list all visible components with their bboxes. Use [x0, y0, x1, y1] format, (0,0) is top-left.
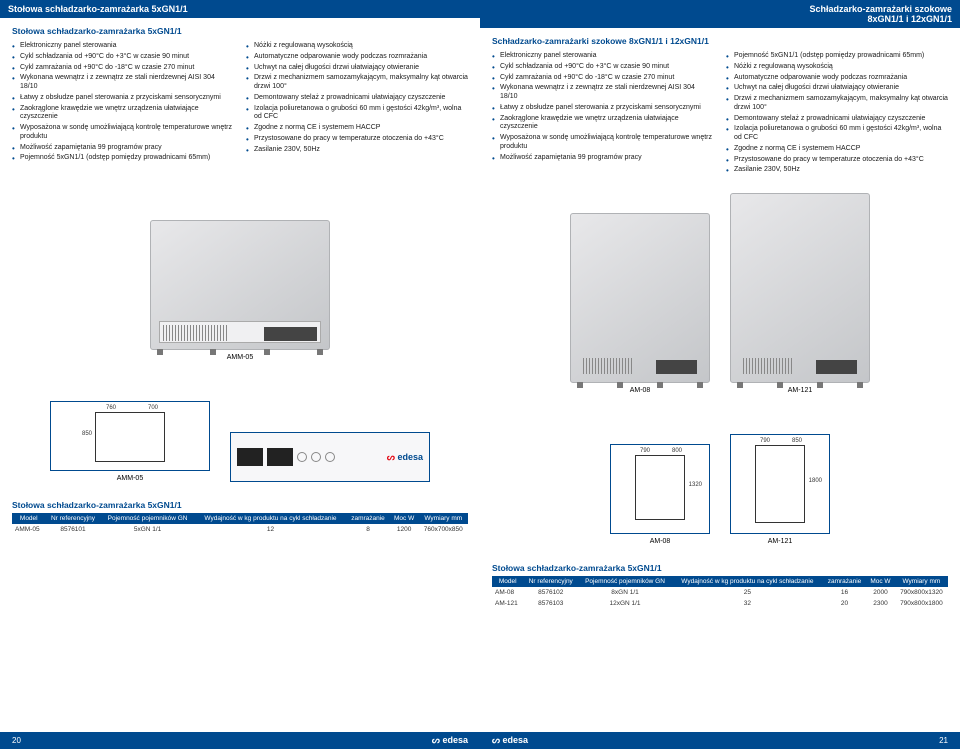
feature-item: Nóżki z regulowaną wysokością — [246, 42, 468, 51]
left-table-title: Stołowa schładzarko-zamrażarka 5xGN1/1 — [12, 500, 468, 510]
appliance-image-amm05 — [150, 220, 330, 350]
right-page: Schładzarko-zamrażarki szokowe 8xGN1/1 i… — [480, 0, 960, 749]
feature-item: Cykl schładzania od +90°C do +3°C w czas… — [492, 63, 714, 72]
left-page: Stołowa schładzarko-zamrażarka 5xGN1/1 S… — [0, 0, 480, 749]
feature-item: Nóżki z regulowaną wysokością — [726, 63, 948, 72]
feature-item: Zgodne z normą CE i systemem HACCP — [726, 145, 948, 154]
left-features-col2: Nóżki z regulowaną wysokością Automatyczn… — [246, 42, 468, 154]
right-header: Schładzarko-zamrażarki szokowe 8xGN1/1 i… — [480, 0, 960, 28]
left-diagram-row: 760 700 850 AMM-05 ᔕ edesa — [12, 401, 468, 482]
img-caption-am08: AM-08 — [570, 387, 710, 394]
feature-item: Zaokrąglone krawędzie we wnętrz urządzen… — [492, 115, 714, 133]
brand-logo: ᔕ edesa — [339, 452, 423, 463]
left-page-number: 20 — [12, 736, 21, 745]
right-page-number: 21 — [939, 736, 948, 745]
footer-logo-left: ᔕ edesa — [432, 735, 468, 746]
right-feature-columns: Elektroniczny panel sterowania Cykl schła… — [492, 52, 948, 177]
table-row: AM-0885761028xGN 1/125162000790x800x1320 — [492, 587, 948, 598]
diagram-caption-am08: AM-08 — [610, 538, 710, 545]
right-image-row: AM-08 AM-121 — [492, 193, 948, 394]
feature-item: Przystosowane do pracy w temperaturze ot… — [726, 156, 948, 165]
feature-item: Cykl zamrażania od +90°C do -18°C w czas… — [12, 64, 234, 73]
feature-item: Pojemność 5xGN1/1 (odstęp pomiędzy prowa… — [726, 52, 948, 61]
feature-item: Automatyczne odparowanie wody podczas ro… — [246, 53, 468, 62]
feature-item: Wyposażona w sondę umożliwiającą kontrol… — [492, 134, 714, 152]
feature-item: Automatyczne odparowanie wody podczas ro… — [726, 74, 948, 83]
diagram-am08: 790 800 1320 — [610, 444, 710, 534]
feature-item: Wykonana wewnątrz i z zewnątrz ze stali … — [12, 74, 234, 92]
feature-item: Możliwość zapamiętania 99 programów prac… — [12, 144, 234, 153]
feature-item: Elektroniczny panel sterowania — [12, 42, 234, 51]
left-features-col1: Elektroniczny panel sterowania Cykl schła… — [12, 42, 234, 163]
feature-item: Pojemność 5xGN1/1 (odstęp pomiędzy prowa… — [12, 154, 234, 163]
right-features-col1: Elektroniczny panel sterowania Cykl schła… — [492, 52, 714, 162]
right-footer: ᔕ edesa 21 — [480, 732, 960, 749]
feature-item: Cykl schładzania od +90°C do +3°C w czas… — [12, 53, 234, 62]
left-header-text: Stołowa schładzarko-zamrażarka 5xGN1/1 — [8, 4, 188, 14]
feature-item: Cykl zamrażania od +90°C do -18°C w czas… — [492, 74, 714, 83]
diagram-caption-am121: AM-121 — [730, 538, 830, 545]
right-header-line1: Schładzarko-zamrażarki szokowe — [809, 4, 952, 14]
feature-item: Demontowany stelaż z prowadnicami ułatwi… — [726, 115, 948, 124]
left-feature-columns: Elektroniczny panel sterowania Cykl schła… — [12, 42, 468, 165]
diagram-am121: 790 850 1800 — [730, 434, 830, 534]
feature-item: Izolacja poliuretanowa o grubości 60 mm … — [246, 105, 468, 123]
img-caption-am121: AM-121 — [730, 387, 870, 394]
appliance-image-am08 — [570, 213, 710, 383]
table-row: AM-121857610312xGN 1/132202300790x800x18… — [492, 598, 948, 609]
table-row: AMM-0585761015xGN 1/11281200760x700x850 — [12, 524, 468, 535]
feature-item: Elektroniczny panel sterowania — [492, 52, 714, 61]
feature-item: Przystosowane do pracy w temperaturze ot… — [246, 135, 468, 144]
control-panel-diagram: ᔕ edesa — [230, 432, 430, 482]
feature-item: Uchwyt na całej długości drzwi ułatwiają… — [726, 84, 948, 93]
right-table-title: Stołowa schładzarko-zamrażarka 5xGN1/1 — [492, 563, 948, 573]
feature-item: Wyposażona w sondę umożliwiającą kontrol… — [12, 124, 234, 142]
feature-item: Uchwyt na całej długości drzwi ułatwiają… — [246, 64, 468, 73]
appliance-image-am121 — [730, 193, 870, 383]
footer-logo-right: ᔕ edesa — [492, 735, 528, 746]
feature-item: Zasilanie 230V, 50Hz — [246, 146, 468, 155]
feature-item: Łatwy z obsłudze panel sterowania z przy… — [492, 104, 714, 113]
feature-item: Łatwy z obsłudze panel sterowania z przy… — [12, 94, 234, 103]
left-header: Stołowa schładzarko-zamrażarka 5xGN1/1 — [0, 0, 480, 18]
right-features-col2: Pojemność 5xGN1/1 (odstęp pomiędzy prowa… — [726, 52, 948, 175]
diagram-amm05-outline: 760 700 850 — [50, 401, 210, 471]
diagram-caption-amm05: AMM-05 — [50, 475, 210, 482]
right-section-title: Schładzarko-zamrażarki szokowe 8xGN1/1 i… — [492, 36, 948, 46]
left-data-table: ModelNr referencyjnyPojemność pojemników… — [12, 513, 468, 535]
left-footer: 20 ᔕ edesa — [0, 732, 480, 749]
left-image-row: AMM-05 — [12, 181, 468, 361]
feature-item: Możliwość zapamiętania 99 programów prac… — [492, 154, 714, 163]
feature-item: Demontowany stelaż z prowadnicami ułatwi… — [246, 94, 468, 103]
feature-item: Drzwi z mechanizmem samozamykającym, mak… — [726, 95, 948, 113]
right-data-table: ModelNr referencyjnyPojemność pojemników… — [492, 576, 948, 609]
feature-item: Zasilanie 230V, 50Hz — [726, 166, 948, 175]
feature-item: Zgodne z normą CE i systemem HACCP — [246, 124, 468, 133]
img-caption-amm05: AMM-05 — [150, 354, 330, 361]
feature-item: Drzwi z mechanizmem samozamykającym, mak… — [246, 74, 468, 92]
feature-item: Wykonana wewnątrz i z zewnątrz ze stali … — [492, 84, 714, 102]
feature-item: Zaokrąglone krawędzie we wnętrz urządzen… — [12, 105, 234, 123]
right-diagram-row: 790 800 1320 AM-08 790 850 1800 AM-121 — [492, 434, 948, 545]
feature-item: Izolacja poliuretanowa o grubości 60 mm … — [726, 125, 948, 143]
left-section-title: Stołowa schładzarko-zamrażarka 5xGN1/1 — [12, 26, 468, 36]
right-header-line2: 8xGN1/1 i 12xGN1/1 — [809, 14, 952, 24]
